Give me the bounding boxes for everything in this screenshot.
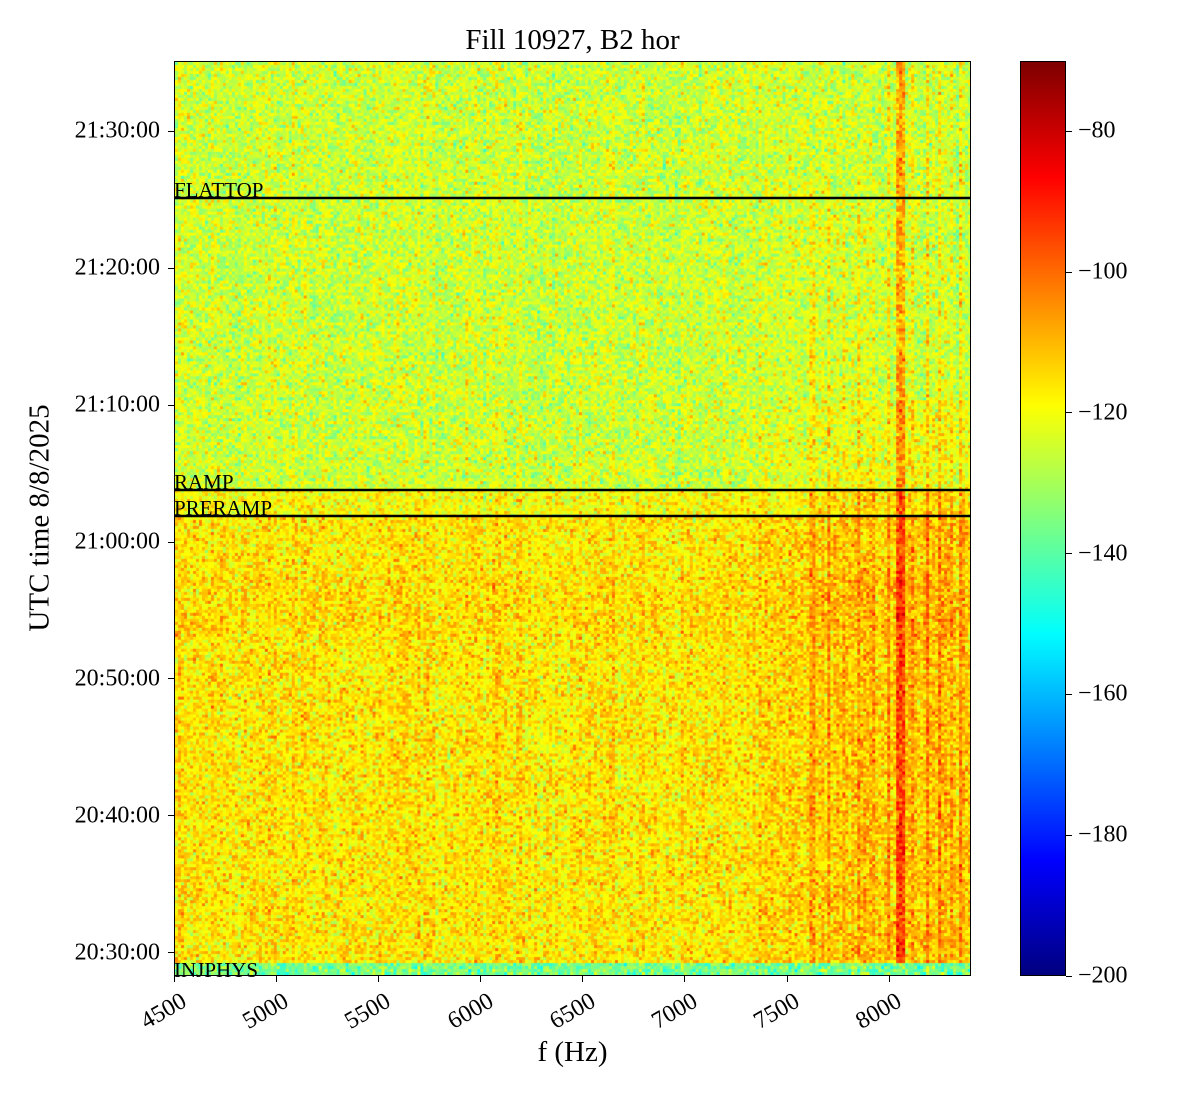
colorbar-tick-mark	[1066, 271, 1072, 273]
y-tick-label: 20:50:00	[74, 665, 160, 692]
event-label-ramp: RAMP	[174, 470, 234, 494]
x-tick-mark	[786, 976, 788, 982]
x-tick-label: 5500	[340, 988, 396, 1035]
x-tick-mark	[480, 976, 482, 982]
colorbar-tick-label: −140	[1078, 540, 1128, 567]
colorbar-tick-label: −200	[1078, 962, 1128, 989]
x-tick-label: 7000	[647, 988, 702, 1035]
colorbar-tick-mark	[1066, 412, 1072, 414]
y-tick-mark	[168, 541, 174, 543]
colorbar-tick-label: −120	[1078, 399, 1128, 426]
spectrogram-plot	[174, 61, 971, 976]
colorbar-tick-mark	[1066, 553, 1072, 555]
y-tick-mark	[168, 815, 174, 817]
x-axis-label: f (Hz)	[537, 1036, 608, 1068]
colorbar-gradient	[1021, 62, 1065, 975]
x-tick-label: 4500	[136, 988, 191, 1035]
y-tick-mark	[168, 952, 174, 954]
colorbar-tick-mark	[1066, 130, 1072, 132]
colorbar-tick-mark	[1066, 975, 1072, 977]
colorbar-tick-mark	[1066, 834, 1072, 836]
x-tick-mark	[173, 976, 175, 982]
x-tick-mark	[888, 976, 890, 982]
spectrogram-heatmap	[175, 62, 970, 975]
x-tick-label: 6000	[442, 988, 498, 1035]
y-tick-label: 21:00:00	[74, 528, 160, 555]
x-tick-label: 6500	[545, 988, 600, 1035]
x-tick-label: 7500	[749, 988, 805, 1035]
x-tick-mark	[582, 976, 584, 982]
event-label-flattop: FLATTOP	[174, 178, 263, 202]
y-tick-label: 21:10:00	[74, 391, 160, 418]
y-tick-label: 20:30:00	[74, 939, 160, 966]
colorbar-tick-mark	[1066, 693, 1072, 695]
chart-title: Fill 10927, B2 hor	[465, 24, 680, 56]
y-axis-label: UTC time 8/8/2025	[23, 404, 56, 632]
event-label-injphys: INJPHYS	[174, 958, 258, 982]
y-tick-mark	[168, 404, 174, 406]
colorbar	[1020, 61, 1066, 976]
x-tick-mark	[377, 976, 379, 982]
colorbar-tick-label: −80	[1078, 117, 1116, 144]
y-tick-label: 21:30:00	[74, 117, 160, 144]
event-label-preramp: PRERAMP	[174, 496, 272, 520]
colorbar-tick-label: −100	[1078, 258, 1128, 285]
x-tick-label: 5000	[238, 988, 294, 1035]
y-tick-label: 20:40:00	[74, 802, 160, 829]
y-tick-mark	[168, 678, 174, 680]
x-tick-label: 8000	[851, 988, 907, 1035]
x-tick-mark	[275, 976, 277, 982]
colorbar-tick-label: −180	[1078, 821, 1128, 848]
colorbar-tick-label: −160	[1078, 680, 1128, 707]
x-tick-mark	[684, 976, 686, 982]
y-tick-mark	[168, 267, 174, 269]
y-tick-mark	[168, 130, 174, 132]
y-tick-label: 21:20:00	[74, 254, 160, 281]
